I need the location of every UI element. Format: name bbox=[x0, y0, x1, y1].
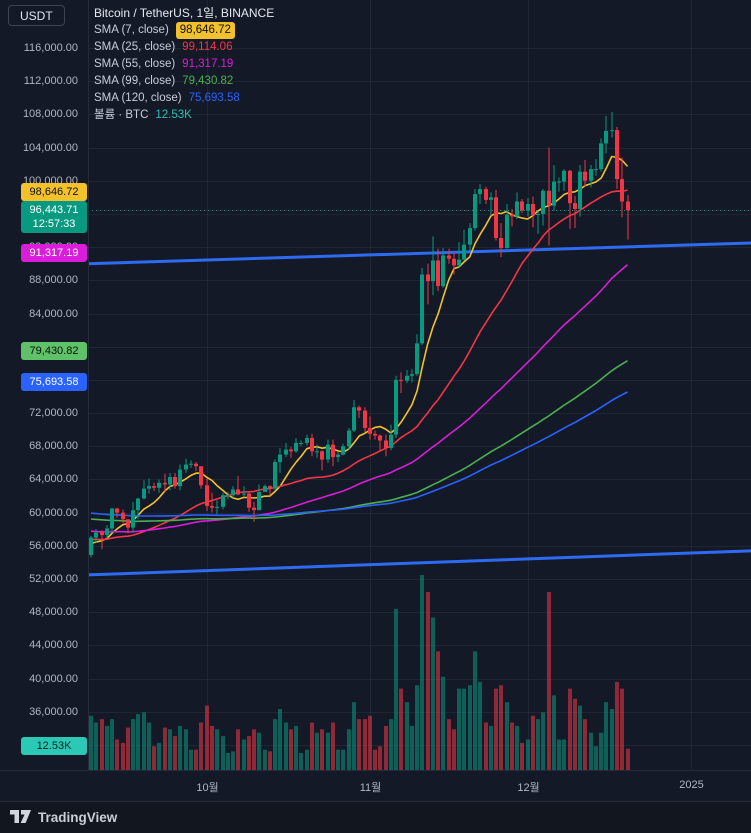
legend-volume[interactable]: 볼륨 · BTC 12.53K bbox=[94, 107, 274, 124]
price-axis-label: 116,000.00 bbox=[23, 42, 78, 54]
tradingview-brand-text[interactable]: TradingView bbox=[38, 810, 118, 825]
price-axis-label: 84,000.00 bbox=[29, 307, 78, 320]
sma120-axis-badge: 75,693.58 bbox=[21, 373, 87, 392]
legend-sma99-label: SMA (99, close) bbox=[94, 75, 176, 87]
legend-sma7-label: SMA (7, close) bbox=[94, 24, 169, 36]
time-axis[interactable]: 10월 11월 12월 2025 bbox=[0, 770, 751, 802]
legend-sma120[interactable]: SMA (120, close) 75,693.58 bbox=[94, 90, 274, 107]
tradingview-logo-icon[interactable] bbox=[10, 807, 31, 829]
price-axis-label: 36,000.00 bbox=[29, 705, 78, 718]
legend-volume-label: 볼륨 · BTC bbox=[94, 109, 149, 121]
usdt-button[interactable]: USDT bbox=[8, 5, 65, 26]
price-axis-label: 88,000.00 bbox=[29, 274, 78, 287]
sma55-axis-badge: 91,317.19 bbox=[21, 243, 87, 262]
price-axis-label: 68,000.00 bbox=[29, 440, 78, 453]
footer-toolbar: TradingView bbox=[0, 801, 751, 833]
price-axis-label: 48,000.00 bbox=[29, 606, 78, 619]
legend-sma25[interactable]: SMA (25, close) 99,114.06 bbox=[94, 39, 274, 56]
legend-sma25-value: 99,114.06 bbox=[182, 41, 233, 53]
price-axis-label: 104,000.00 bbox=[22, 141, 78, 154]
time-axis-label: 12월 bbox=[517, 782, 540, 794]
current-price-axis-badge: 96,443.71 12:57:33 bbox=[21, 201, 87, 234]
legend-sma99-value: 79,430.82 bbox=[182, 75, 234, 87]
legend: Bitcoin / TetherUS, 1일, BINANCE SMA (7, … bbox=[94, 5, 274, 124]
price-axis-label: 40,000.00 bbox=[29, 672, 78, 685]
legend-sma120-label: SMA (120, close) bbox=[94, 92, 182, 104]
legend-volume-value: 12.53K bbox=[155, 109, 192, 121]
time-axis-label: 11월 bbox=[359, 782, 382, 794]
price-axis-label: 52,000.00 bbox=[29, 573, 78, 586]
legend-sma120-value: 75,693.58 bbox=[188, 92, 240, 104]
sma7-axis-badge: 98,646.72 bbox=[21, 182, 87, 201]
time-axis-label: 2025 bbox=[679, 779, 704, 791]
price-axis-label: 56,000.00 bbox=[29, 539, 78, 552]
price-axis-label: 112,000.00 bbox=[23, 75, 78, 88]
chart-canvas[interactable] bbox=[0, 0, 751, 770]
legend-sma99[interactable]: SMA (99, close) 79,430.82 bbox=[94, 73, 274, 90]
legend-sma55-value: 91,317.19 bbox=[182, 58, 234, 70]
legend-sma55[interactable]: SMA (55, close) 91,317.19 bbox=[94, 56, 274, 73]
bar-countdown: 12:57:33 bbox=[32, 218, 76, 231]
price-axis-label: 72,000.00 bbox=[29, 407, 78, 420]
legend-sma7[interactable]: SMA (7, close) 98,646.72 bbox=[94, 22, 274, 39]
legend-sma7-value: 98,646.72 bbox=[175, 22, 235, 39]
price-axis[interactable]: 116,000.00 112,000.00 108,000.00 104,000.00… bbox=[0, 0, 89, 770]
sma99-axis-badge: 79,430.82 bbox=[21, 342, 87, 361]
price-axis-label: 64,000.00 bbox=[29, 473, 78, 486]
symbol-title[interactable]: Bitcoin / TetherUS, 1일, BINANCE bbox=[94, 6, 275, 20]
price-axis-label: 44,000.00 bbox=[29, 639, 78, 652]
price-axis-label: 108,000.00 bbox=[22, 108, 78, 121]
price-axis-label: 60,000.00 bbox=[29, 506, 78, 519]
volume-axis-badge: 12.53K bbox=[21, 737, 87, 755]
legend-sma25-label: SMA (25, close) bbox=[94, 41, 176, 53]
time-axis-label: 10월 bbox=[196, 782, 219, 794]
legend-sma55-label: SMA (55, close) bbox=[94, 58, 176, 70]
